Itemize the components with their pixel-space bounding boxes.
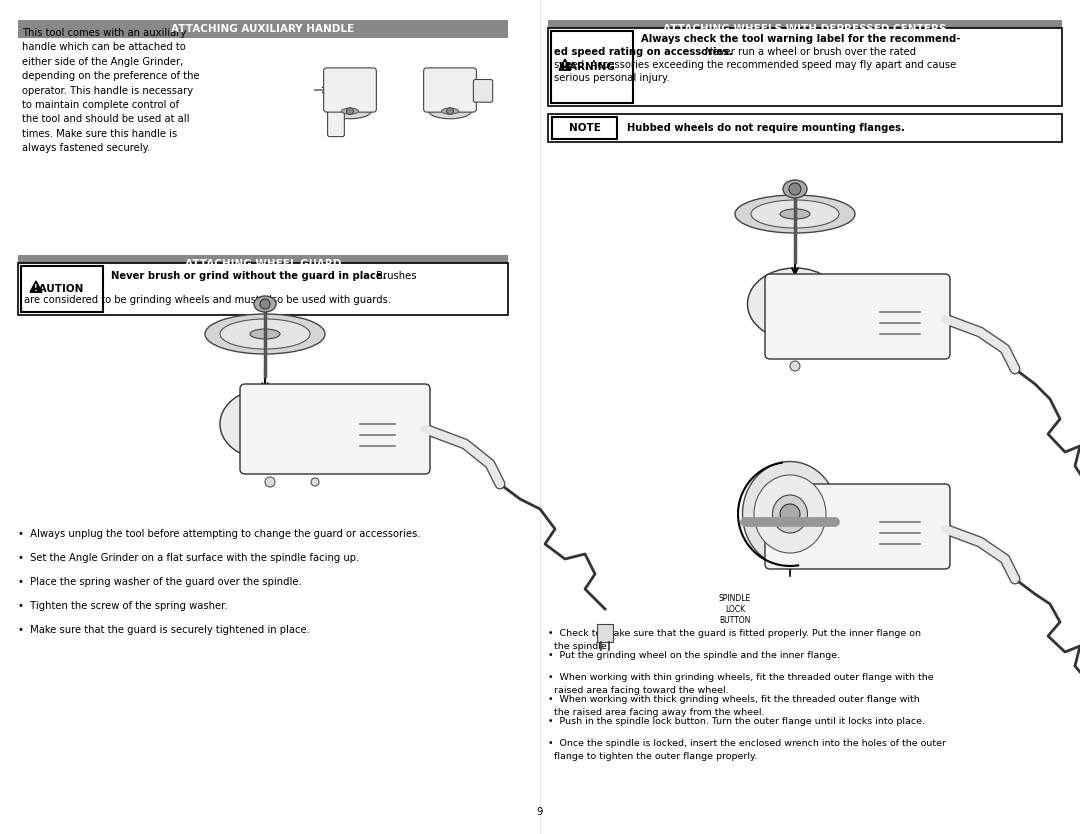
Bar xyxy=(548,114,1062,142)
FancyBboxPatch shape xyxy=(324,68,376,112)
Text: flange to tighten the outer flange properly.: flange to tighten the outer flange prope… xyxy=(548,752,757,761)
Text: the spindle.: the spindle. xyxy=(548,642,610,651)
Text: raised area facing toward the wheel.: raised area facing toward the wheel. xyxy=(548,686,729,695)
Ellipse shape xyxy=(220,319,310,349)
FancyBboxPatch shape xyxy=(240,384,430,474)
Ellipse shape xyxy=(747,268,842,340)
Bar xyxy=(548,20,1062,38)
Circle shape xyxy=(347,108,353,114)
Text: •  Tighten the screw of the spring washer.: • Tighten the screw of the spring washer… xyxy=(18,601,228,611)
Text: •  When working with thin grinding wheels, fit the threaded outer flange with th: • When working with thin grinding wheels… xyxy=(548,673,933,682)
Ellipse shape xyxy=(328,103,372,118)
Text: ed speed rating on accessories.: ed speed rating on accessories. xyxy=(554,47,733,57)
Ellipse shape xyxy=(341,108,359,114)
Text: !: ! xyxy=(563,63,567,71)
Ellipse shape xyxy=(249,329,280,339)
Ellipse shape xyxy=(743,461,837,566)
Ellipse shape xyxy=(735,195,855,233)
Text: ATTACHING WHEEL GUARD: ATTACHING WHEEL GUARD xyxy=(185,259,341,269)
Ellipse shape xyxy=(254,296,276,312)
Ellipse shape xyxy=(220,389,310,459)
Text: •  Always unplug the tool before attempting to change the guard or accessories.: • Always unplug the tool before attempti… xyxy=(18,529,420,539)
Bar xyxy=(18,255,508,273)
Ellipse shape xyxy=(429,103,471,118)
Text: •  Put the grinding wheel on the spindle and the inner flange.: • Put the grinding wheel on the spindle … xyxy=(548,651,840,660)
Text: 9: 9 xyxy=(537,807,543,817)
Bar xyxy=(548,28,1062,106)
FancyBboxPatch shape xyxy=(423,68,476,112)
Text: Never brush or grind without the guard in place.: Never brush or grind without the guard i… xyxy=(111,271,387,281)
Text: This tool comes with an auxiliary
handle which can be attached to
either side of: This tool comes with an auxiliary handle… xyxy=(22,28,200,153)
Text: are considered to be grinding wheels and must also be used with guards.: are considered to be grinding wheels and… xyxy=(24,295,391,305)
Bar xyxy=(18,20,508,38)
Text: CAUTION: CAUTION xyxy=(31,284,84,294)
Polygon shape xyxy=(30,281,42,292)
Bar xyxy=(551,31,633,103)
Text: •  When working with thick grinding wheels, fit the threaded outer flange with: • When working with thick grinding wheel… xyxy=(548,695,920,704)
Bar xyxy=(21,266,103,312)
Text: serious personal injury.: serious personal injury. xyxy=(554,73,670,83)
Ellipse shape xyxy=(783,180,807,198)
Ellipse shape xyxy=(780,209,810,219)
Circle shape xyxy=(789,183,801,195)
Ellipse shape xyxy=(754,475,826,553)
Circle shape xyxy=(265,477,275,487)
Polygon shape xyxy=(559,59,571,70)
FancyBboxPatch shape xyxy=(327,108,345,137)
Text: •  Push in the spindle lock button. Turn the outer flange until it locks into pl: • Push in the spindle lock button. Turn … xyxy=(548,717,924,726)
Circle shape xyxy=(447,108,454,114)
Text: •  Place the spring washer of the guard over the spindle.: • Place the spring washer of the guard o… xyxy=(18,577,301,587)
Text: Brushes: Brushes xyxy=(373,271,417,281)
Text: NOTE: NOTE xyxy=(568,123,600,133)
Bar xyxy=(18,263,508,315)
Bar xyxy=(597,624,613,642)
Text: •  Make sure that the guard is securely tightened in place.: • Make sure that the guard is securely t… xyxy=(18,625,310,635)
Ellipse shape xyxy=(772,495,808,533)
Text: Never run a wheel or brush over the rated: Never run a wheel or brush over the rate… xyxy=(702,47,916,57)
Ellipse shape xyxy=(442,108,459,114)
Text: ATTACHING AUXILIARY HANDLE: ATTACHING AUXILIARY HANDLE xyxy=(172,24,354,34)
Text: •  Check to make sure that the guard is fitted properly. Put the inner flange on: • Check to make sure that the guard is f… xyxy=(548,629,921,638)
Text: WARNING: WARNING xyxy=(558,62,616,72)
Text: !: ! xyxy=(35,284,38,294)
Circle shape xyxy=(260,299,270,309)
Text: ATTACHING WHEELS WITH DEPRESSED CENTERS: ATTACHING WHEELS WITH DEPRESSED CENTERS xyxy=(663,24,947,34)
Text: •  Once the spindle is locked, insert the enclosed wrench into the holes of the : • Once the spindle is locked, insert the… xyxy=(548,739,946,748)
Circle shape xyxy=(780,504,800,524)
Ellipse shape xyxy=(205,314,325,354)
Text: •  Set the Angle Grinder on a flat surface with the spindle facing up.: • Set the Angle Grinder on a flat surfac… xyxy=(18,553,360,563)
Text: speed. Accessories exceeding the recommended speed may fly apart and cause: speed. Accessories exceeding the recomme… xyxy=(554,60,956,70)
Text: the raised area facing away from the wheel.: the raised area facing away from the whe… xyxy=(548,708,765,717)
Ellipse shape xyxy=(751,200,839,228)
FancyBboxPatch shape xyxy=(765,484,950,569)
Bar xyxy=(552,117,617,139)
Circle shape xyxy=(789,361,800,371)
FancyBboxPatch shape xyxy=(473,79,492,103)
Circle shape xyxy=(311,478,319,486)
Text: Always check the tool warning label for the recommend-: Always check the tool warning label for … xyxy=(642,34,960,44)
FancyBboxPatch shape xyxy=(765,274,950,359)
Text: Hubbed wheels do not require mounting flanges.: Hubbed wheels do not require mounting fl… xyxy=(627,123,905,133)
Text: SPINDLE
LOCK
BUTTON: SPINDLE LOCK BUTTON xyxy=(719,594,751,626)
